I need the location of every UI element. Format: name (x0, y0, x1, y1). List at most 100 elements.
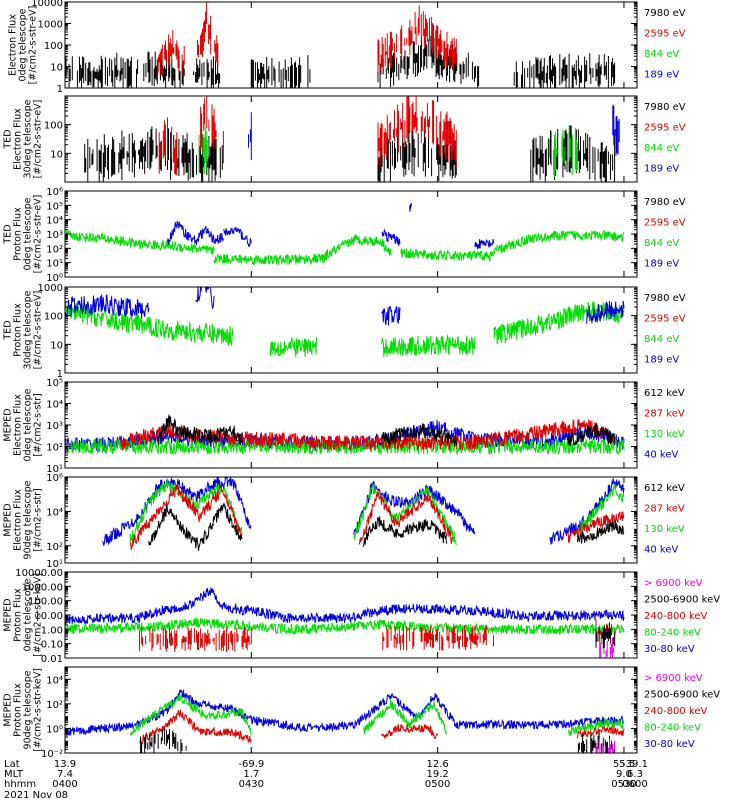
legend-entry: 2595 eV (644, 28, 686, 39)
series-2500-6900-kev (595, 622, 616, 649)
panel-frame (64, 666, 638, 754)
series-mark (197, 2, 219, 67)
series-line (381, 723, 439, 740)
x-tick-label: 9.0 (616, 769, 632, 780)
series-mark (377, 5, 457, 75)
series-line (567, 423, 616, 447)
series-mark (377, 35, 480, 88)
series-line (586, 300, 625, 324)
panel-1-data (65, 2, 616, 88)
y-axis-label: [#/cm2-s-str-eV] (28, 6, 39, 85)
y-tick-label: 10² (46, 700, 63, 711)
series-mark (248, 112, 252, 160)
series-mark (612, 104, 620, 156)
y-tick-label: 0.10 (41, 640, 63, 651)
series-line (223, 226, 252, 248)
series-mark (157, 30, 185, 77)
series-line (548, 230, 625, 242)
y-tick-label: 10² (46, 244, 63, 255)
series-240-800-kev (139, 619, 616, 652)
x-row-label: Lat (4, 759, 20, 770)
y-axis-label: 30deg telescope (23, 99, 34, 178)
y-tick-label: 10⁴ (46, 507, 63, 518)
series-line (65, 617, 625, 636)
y-tick-label: 10⁵ (46, 378, 63, 389)
series-mark (599, 638, 615, 658)
y-tick-label: 10.00 (34, 611, 63, 622)
x-tick-label: 13.9 (54, 759, 76, 770)
y-axis-label: [#/cm2-s-str] (33, 488, 44, 551)
y-tick-label: 10⁴ (46, 216, 63, 227)
y-tick-label: 10 (50, 340, 63, 351)
series-189-ev (167, 203, 494, 249)
x-tick-label: 55.5 (613, 759, 635, 770)
series-mark (595, 738, 616, 753)
series-mark (140, 729, 187, 753)
legend-entry: 40 keV (644, 544, 678, 555)
series-line (65, 300, 234, 347)
y-axis-label: MEPED (3, 503, 14, 536)
series-line (381, 228, 401, 246)
y-axis-label: TED (3, 320, 14, 340)
series-mark (377, 96, 457, 168)
series-line (493, 301, 625, 345)
y-axis-label: MEPED (3, 408, 14, 441)
legend-entry: 80-240 keV (644, 628, 701, 639)
series-line (576, 725, 625, 739)
y-tick-label: 10⁴ (46, 400, 63, 411)
series-mark (548, 125, 578, 177)
y-axis-label: TED (3, 224, 14, 244)
series-line (167, 220, 224, 245)
panel-frame (64, 95, 638, 183)
series-line (474, 238, 494, 249)
series-mark (158, 117, 178, 176)
legend-entry: 844 eV (644, 143, 679, 154)
y-axis-label: Proton Flux (13, 207, 24, 261)
series-line (353, 480, 476, 535)
series-mark (250, 55, 311, 88)
series-line (65, 587, 625, 626)
series-line (409, 203, 413, 212)
legend-entry: 189 eV (644, 163, 679, 174)
series-mark (139, 626, 252, 652)
panel-4-data (65, 287, 625, 358)
legend-entry: 7980 eV (644, 102, 686, 113)
series-189-ev (248, 104, 620, 160)
legend-entry: 30-80 keV (644, 739, 695, 750)
y-tick-label: 10¹ (46, 464, 63, 475)
series-30-80-kev (65, 689, 625, 737)
series-line (139, 709, 252, 746)
y-axis-label: [#/cm2-s-str-eV] (33, 195, 44, 274)
y-axis-label: Electron Flux (13, 108, 24, 170)
series-line (129, 484, 243, 550)
legend-entry: 189 eV (644, 69, 679, 80)
series-844-ev (198, 125, 578, 177)
series-844-ev (65, 229, 625, 266)
series-line (157, 414, 243, 446)
y-tick-label: 100.00 (28, 597, 63, 608)
series-line (567, 511, 625, 543)
y-tick-label: 1000.00 (22, 582, 63, 593)
legend-entry: 40 keV (644, 449, 678, 460)
y-tick-label: 10⁵ (46, 201, 63, 212)
series-line (65, 689, 625, 737)
series-2595-ev (158, 96, 457, 176)
series-80-240-kev (65, 617, 625, 636)
series-line (195, 287, 215, 310)
panel-5: 10¹ 10² 10³ 10⁴ 10⁵ MEPED Electron Flux 0deg te… (3, 378, 685, 475)
legend-entry: 612 keV (644, 483, 685, 494)
series-189-ev (65, 287, 625, 326)
series-line (576, 520, 625, 544)
series-line (381, 305, 401, 326)
series-mark (382, 625, 494, 651)
series-line (129, 694, 252, 736)
y-axis-label: [#/cm2-s-str-keV] (33, 573, 44, 657)
y-axis-label: 30deg telescope (23, 290, 34, 369)
y-tick-label: 1 (57, 84, 63, 95)
panel-frame (64, 381, 638, 469)
y-tick-label: 100 (44, 312, 63, 323)
panel-frame (64, 286, 638, 374)
x-tick-label: 19.2 (427, 769, 449, 780)
